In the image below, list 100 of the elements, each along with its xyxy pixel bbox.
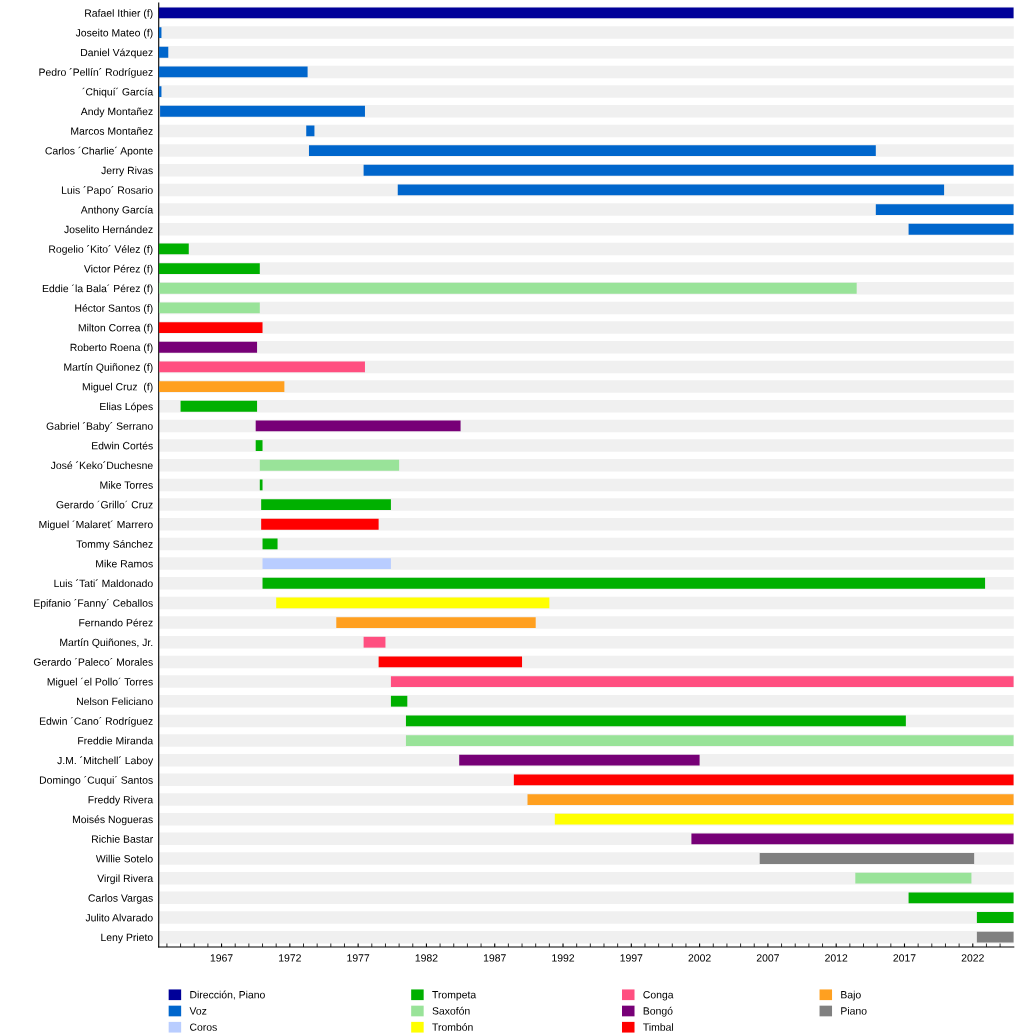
y-tick-label: Rogelio ´Kito´ Vélez (f) [49,245,153,255]
y-tick-label: Miguel ´Malaret´ Marrero [39,520,153,531]
y-tick-label: Joselito Hernández [64,225,153,234]
y-tick-label: Martín Quiñones, Jr. [60,638,153,648]
bar [976,931,1014,943]
y-tick-label: Victor Pérez (f) [83,264,153,275]
y-tick-label: Marcos Montañez [71,127,153,135]
bar [158,302,260,314]
y-tick-label: Gabriel ´Baby´ Serrano [46,422,153,432]
y-tick-label: Julito Alvarado [85,913,153,922]
bar [759,853,975,864]
legend-label: Bongó [643,1006,673,1017]
y-tick-label: Miguel ´el Pollo´ Torres [47,677,153,688]
bar [363,636,386,648]
bar [378,656,523,668]
x-tick-label: 1977 [347,954,370,962]
x-tick-label: 1982 [415,954,438,962]
x-tick-label: 2002 [688,954,711,962]
bar [180,400,258,412]
y-tick-label: Roberto Roena (f) [70,343,153,354]
y-tick-label: Mike Ramos [96,559,153,568]
x-tick-label: 1997 [620,954,643,962]
y-tick-label: Elias Lópes [100,402,153,413]
legend-label: Timbal [643,1023,674,1031]
bar [908,223,1014,235]
y-tick-label: Mike Torres [100,481,153,489]
bar [306,125,315,137]
bar [158,243,189,255]
y-tick-label: Rafael Ithier (f) [85,9,153,19]
y-tick-label: José ´Keko´Duchesne [50,461,153,470]
y-tick-label: Leny Prieto [101,933,153,944]
bar [390,695,408,707]
y-tick-label: Fernando Pérez [79,618,153,627]
bar [855,872,972,884]
y-tick-label: Gerardo ´Paleco´ Morales [33,657,153,666]
legend-label: Trompeta [432,991,477,1001]
y-tick-label: Eddie ´la Bala´ Pérez (f) [42,284,153,295]
bar [255,420,461,432]
x-tick-label: 2022 [961,954,984,962]
bar [336,617,536,628]
legend-label: Piano [841,1006,867,1015]
y-tick-label: Héctor Santos (f) [75,304,153,314]
bar [158,322,263,333]
y-tick-label: Freddy Rivera [88,795,154,806]
y-tick-label: Virgil Rivera [97,874,154,885]
x-tick-label: 2017 [893,954,916,962]
y-tick-label: Jerry Rivas [101,166,153,177]
bar [158,341,258,353]
y-tick-label: Luis ´Papo´ Rosario [61,186,153,196]
bar [259,479,263,491]
y-tick-label: Epifanio ´Fanny´ Ceballos [34,599,153,609]
legend-label: Voz [189,1007,207,1015]
legend-label: Trombón [432,1023,473,1031]
bar [255,440,263,451]
y-tick-label: Tommy Sánchez [76,540,153,550]
y-tick-label: Anthony García [80,205,154,216]
bar [158,263,260,274]
x-tick-label: 1992 [552,954,575,962]
y-tick-label: Joseito Mateo (f) [75,28,153,39]
y-tick-label: Carlos Vargas [88,894,153,904]
y-tick-label: Moisés Nogueras [72,815,153,826]
x-tick-label: 2007 [756,954,779,962]
y-tick-label: Milton Correa (f) [78,323,153,334]
y-tick-label: Luis ´Tati´ Maldonado [54,579,153,588]
legend-label: Bajo [841,990,861,1001]
y-tick-label: Freddie Miranda [78,736,154,745]
x-tick-label: 1987 [483,954,506,962]
y-tick-label: ´Chiquí´ García [82,87,154,98]
bar [262,558,391,569]
bar [262,538,278,550]
bar [158,66,308,78]
y-tick-label: Richie Bastar [92,835,153,843]
bar [276,597,550,609]
y-tick-label: Edwin ´Cano´ Rodríguez [39,717,153,727]
bar [261,518,379,530]
bar [908,892,1014,904]
legend-label: Conga [643,991,674,1001]
bar [261,499,391,510]
y-tick-label: J.M. ´Mitchell´ Laboy [57,756,154,767]
x-tick-label: 1967 [210,954,233,962]
y-tick-label: Nelson Feliciano [77,697,153,706]
bar [459,754,700,766]
y-tick-label: Miguel Cruz (f) [82,382,153,393]
y-tick-label: Pedro ´Pellín´ Rodríguez [39,68,153,78]
bar [976,912,1014,923]
bar [160,105,365,117]
y-tick-label: Martín Quiñonez (f) [64,363,153,373]
x-tick-label: 1972 [279,954,301,962]
y-tick-label: Gerardo ´Grillo´ Cruz [56,500,153,509]
y-tick-label: Edwin Cortés [92,441,153,450]
bar [259,459,400,471]
x-tick-label: 2012 [825,954,848,962]
y-tick-label: Andy Montañez [80,107,153,118]
legend-label: Dirección, Piano [190,990,265,1000]
y-tick-label: Carlos ´Charlie´ Aponte [45,146,153,157]
y-tick-label: Daniel Vázquez [81,48,153,59]
y-tick-label: Domingo ´Cuqui´ Santos [39,776,153,786]
bar [158,361,365,373]
y-tick-label: Willie Sotelo [95,854,153,863]
bar [875,204,1014,215]
